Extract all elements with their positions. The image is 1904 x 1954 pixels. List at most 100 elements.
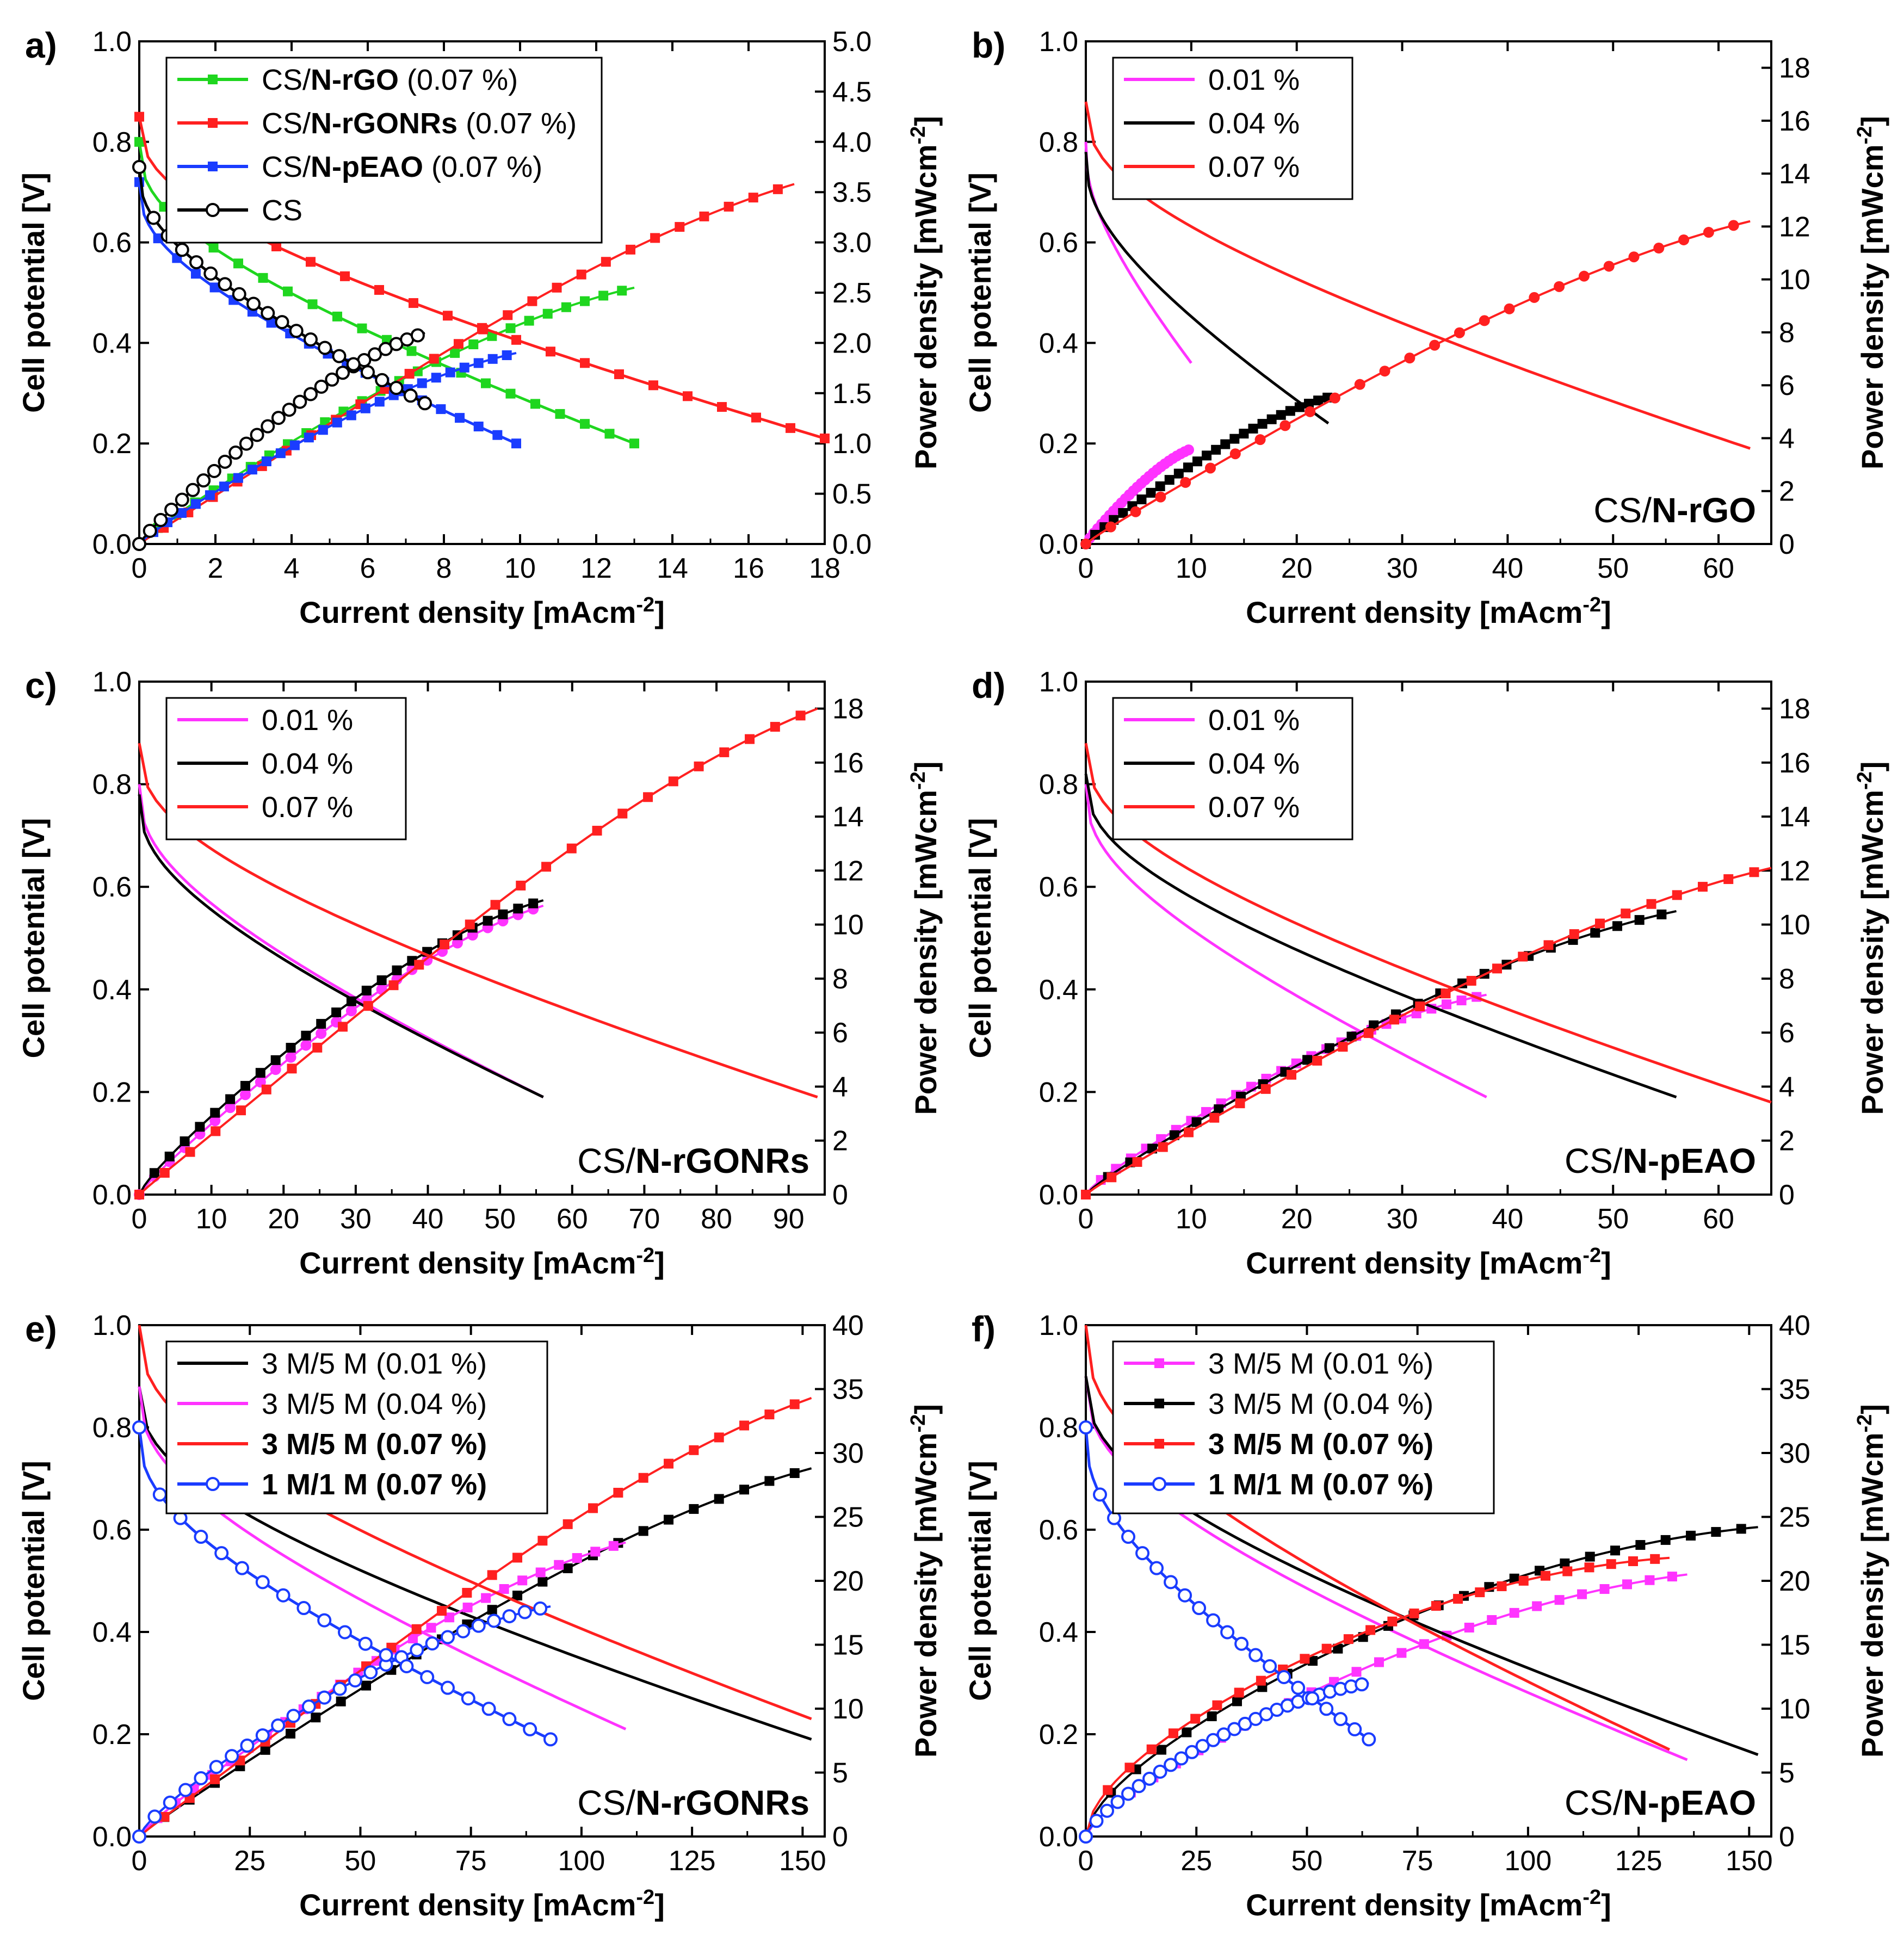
power-marker (1369, 1020, 1379, 1030)
power-marker (516, 880, 526, 891)
power-marker (1577, 1589, 1587, 1599)
y-right-axis-title-exponent: -2 (907, 771, 930, 790)
x-axis-title-exponent: -2 (1582, 1886, 1601, 1909)
y-right-tick-label: 35 (1779, 1374, 1810, 1406)
power-marker (638, 1473, 648, 1483)
panel-label: a) (25, 25, 57, 65)
power-marker (1415, 1001, 1425, 1011)
polarization-marker (441, 1680, 455, 1695)
power-marker (1338, 1042, 1348, 1052)
legend-swatch-marker (1154, 1399, 1164, 1408)
power-marker (468, 339, 479, 349)
power-curve (1085, 1526, 1758, 1837)
power-marker (1504, 303, 1515, 314)
legend-swatch-marker (208, 162, 218, 171)
y-left-tick-label: 0.8 (92, 1412, 132, 1444)
label-bold-part: N-rGONRs (635, 1141, 809, 1180)
power-marker (185, 1147, 195, 1157)
y-right-tick-label: 10 (1779, 1693, 1810, 1725)
y-left-tick-label: 0.8 (92, 127, 132, 158)
power-marker (601, 257, 611, 267)
x-tick-label: 0 (132, 553, 147, 584)
polarization-marker (505, 388, 516, 399)
power-marker (1285, 406, 1295, 416)
power-marker (1387, 1616, 1398, 1627)
power-marker (388, 980, 399, 991)
y-right-axis-title-bracket: ] (908, 762, 943, 772)
power-marker (1254, 434, 1266, 446)
y-right-tick-label: 14 (1779, 801, 1810, 833)
power-marker (286, 1043, 296, 1053)
polarization-marker (175, 243, 189, 257)
polarization-marker (614, 369, 624, 379)
label-part: CS/ (577, 1141, 635, 1180)
legend: 0.01 % 0.04 % 0.07 % (165, 697, 407, 840)
y-left-tick-label: 0.2 (92, 428, 132, 460)
label-part: (0.07 %) (423, 151, 542, 183)
y-right-tick-label: 0.0 (832, 529, 871, 560)
power-marker (247, 465, 257, 475)
label-part: CS/ (577, 1783, 635, 1822)
polarization-marker (481, 378, 491, 388)
polarization-marker (543, 1732, 558, 1747)
polarization-marker (1347, 1722, 1362, 1736)
label-bold-part: N-rGONRs (635, 1783, 809, 1822)
sample-label: CS/N-rGO (1593, 491, 1756, 530)
power-marker (304, 432, 314, 443)
legend-entry: 3 M/5 M (0.04 %) (262, 1388, 487, 1420)
power-marker (505, 323, 516, 333)
power-marker (1248, 423, 1258, 434)
power-marker (287, 1063, 297, 1074)
power-marker (1419, 1639, 1429, 1649)
power-marker (1089, 1814, 1104, 1828)
polarization-marker (132, 1420, 146, 1434)
y-right-tick-label: 18 (832, 694, 864, 725)
y-right-axis-title: Power density [mWcm-2] (1853, 1404, 1889, 1758)
power-marker (541, 862, 552, 872)
power-marker (1118, 508, 1128, 518)
polarization-marker (232, 287, 246, 301)
legend-box (1112, 697, 1353, 840)
power-marker (392, 965, 402, 975)
x-axis-title-exponent: -2 (1582, 593, 1601, 616)
y-left-tick-label: 0.4 (1039, 327, 1078, 359)
polarization-marker (492, 430, 503, 440)
x-axis-title: Current density [mAcm-2] (1246, 1244, 1611, 1280)
power-marker (643, 792, 653, 802)
x-tick-label: 4 (284, 553, 300, 584)
y-right-tick-label: 2 (832, 1126, 848, 1157)
power-marker (459, 362, 469, 373)
y-left-tick-label: 0.8 (92, 769, 132, 801)
series-3 (1079, 1420, 1376, 1844)
legend-swatch-marker (208, 118, 218, 128)
power-marker (1441, 988, 1451, 999)
y-right-tick-label: 30 (832, 1438, 864, 1469)
y-right-tick-label: 10 (832, 910, 864, 941)
power-marker (1100, 1803, 1115, 1818)
polarization-marker (332, 349, 347, 363)
polarization-marker (374, 285, 384, 295)
y-right-axis-title-exponent: -2 (907, 126, 930, 145)
y-left-tick-label: 0.2 (92, 1077, 132, 1108)
power-marker (699, 211, 709, 221)
power-marker (1220, 439, 1231, 449)
power-marker (1409, 1608, 1419, 1618)
y-left-axis-title: Cell potential [V] (16, 818, 51, 1059)
power-marker (301, 1699, 316, 1714)
polarization-marker (258, 273, 268, 283)
power-marker (225, 1102, 236, 1114)
power-marker (1529, 292, 1540, 303)
power-marker (487, 1613, 502, 1628)
power-marker (207, 463, 221, 478)
power-marker (1132, 1779, 1146, 1794)
legend-swatch-marker (208, 75, 218, 84)
polarization-marker (389, 381, 404, 395)
power-marker (502, 1609, 517, 1624)
panel-label: c) (25, 665, 57, 706)
power-marker (562, 1519, 573, 1529)
legend-box (1112, 57, 1353, 200)
y-right-tick-label: 4 (1779, 423, 1795, 454)
polarization-marker (481, 1702, 496, 1716)
power-marker (1276, 410, 1286, 420)
power-marker (1155, 481, 1165, 491)
